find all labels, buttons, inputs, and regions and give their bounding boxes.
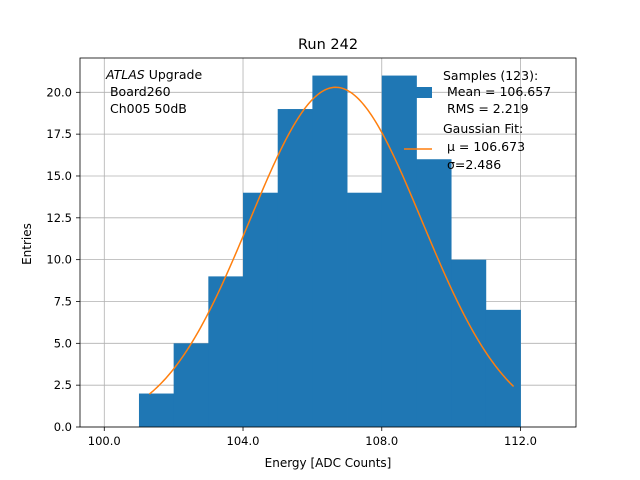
y-tick-label: 0.0 bbox=[54, 420, 72, 434]
y-tick-label: 17.5 bbox=[46, 127, 72, 141]
histogram-bar bbox=[173, 343, 209, 427]
y-tick-label: 20.0 bbox=[46, 85, 72, 99]
y-axis-label: Entries bbox=[20, 223, 34, 265]
plot-frame bbox=[79, 57, 577, 428]
y-tick-label: 10.0 bbox=[46, 253, 72, 267]
histogram-bars bbox=[138, 75, 521, 428]
histogram-bar bbox=[138, 393, 175, 427]
legend-fit-line2: μ = 106.673 bbox=[443, 139, 525, 154]
chart-title: Run 242 bbox=[298, 37, 358, 53]
y-axis-ticks: 0.0 2.5 5.0 7.5 10.0 12.5 15.0 17.5 20.0 bbox=[46, 85, 80, 434]
y-tick-label: 5.0 bbox=[54, 336, 72, 350]
x-axis-label: Energy [ADC Counts] bbox=[265, 456, 392, 470]
histogram-bar bbox=[312, 75, 348, 428]
y-tick-label: 12.5 bbox=[46, 211, 72, 225]
histogram-bar bbox=[416, 159, 452, 427]
legend-samples-line1: Samples (123): bbox=[443, 68, 538, 83]
annotation-upgrade: Upgrade bbox=[145, 67, 203, 82]
histogram-bar bbox=[243, 192, 279, 427]
atlas-annotation: ATLAS Upgrade Board260 Ch005 50dB bbox=[105, 67, 202, 116]
y-tick-label: 7.5 bbox=[54, 294, 72, 308]
annotation-channel: Ch005 50dB bbox=[106, 101, 187, 116]
y-tick-label: 2.5 bbox=[54, 378, 72, 392]
svg-text:ATLAS Upgrade: ATLAS Upgrade bbox=[105, 67, 202, 82]
x-axis-ticks: 100.0 104.0 108.0 112.0 bbox=[88, 427, 537, 448]
histogram-bar bbox=[347, 192, 383, 427]
x-tick-label: 104.0 bbox=[227, 434, 260, 448]
histogram-bar bbox=[485, 309, 521, 427]
x-tick-label: 100.0 bbox=[88, 434, 121, 448]
legend-fit-line3: σ=2.486 bbox=[443, 157, 501, 172]
annotation-atlas: ATLAS bbox=[105, 67, 145, 82]
y-tick-label: 15.0 bbox=[46, 169, 72, 183]
histogram-bar bbox=[277, 109, 313, 427]
legend-fit-line1: Gaussian Fit: bbox=[443, 121, 523, 136]
x-tick-label: 108.0 bbox=[365, 434, 398, 448]
fit-curve bbox=[148, 86, 515, 395]
gaussian-fit bbox=[148, 86, 515, 395]
histogram-bar bbox=[381, 75, 417, 428]
legend-samples-swatch bbox=[404, 87, 432, 98]
legend: Samples (123): Mean = 106.657 RMS = 2.21… bbox=[404, 68, 551, 172]
annotation-board: Board260 bbox=[106, 84, 171, 99]
x-tick-label: 112.0 bbox=[504, 434, 537, 448]
histogram-bar bbox=[208, 276, 244, 427]
legend-samples-line3: RMS = 2.219 bbox=[443, 101, 529, 116]
legend-samples-line2: Mean = 106.657 bbox=[443, 84, 551, 99]
